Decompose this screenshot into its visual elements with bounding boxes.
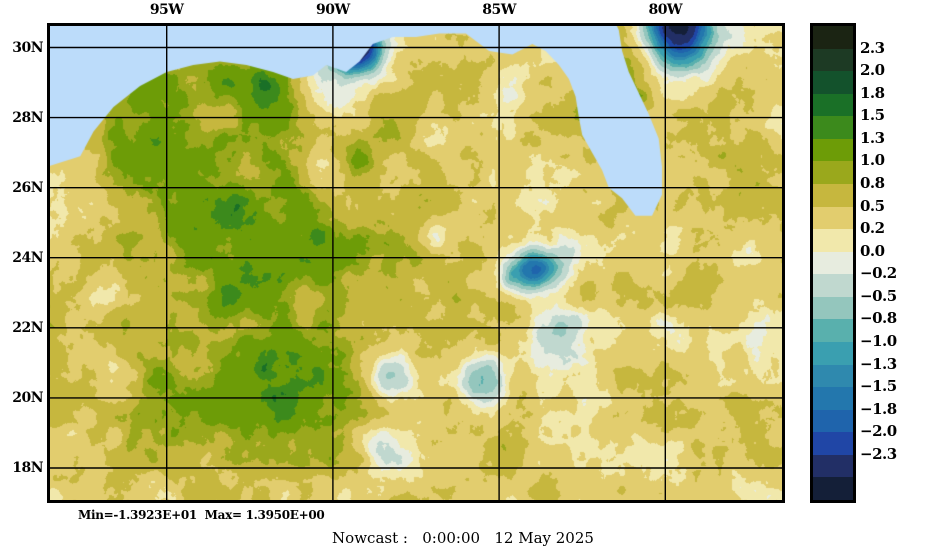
colorbar-tick-label: 1.0 [860, 151, 885, 170]
colorbar-band [813, 251, 853, 275]
latitude-tick-label: 24N [12, 249, 43, 266]
colorbar-tick-label: 0.0 [860, 241, 885, 260]
latitude-tick-label: 22N [12, 319, 43, 336]
longitude-tick-label: 95W [149, 2, 184, 18]
colorbar-tick-label: −0.8 [860, 309, 897, 328]
latitude-tick-label: 30N [12, 39, 43, 56]
colorbar-tick-label: −0.2 [860, 264, 897, 283]
colorbar-band [813, 319, 853, 343]
colorbar-frame [810, 23, 856, 503]
colorbar-tick-label: −0.5 [860, 286, 897, 305]
colorbar-tick-label: 2.3 [860, 38, 885, 57]
colorbar-band [813, 138, 853, 162]
contour-field-canvas [47, 23, 785, 503]
colorbar-band [813, 477, 853, 501]
colorbar-band [813, 432, 853, 456]
colorbar-tick-label: 0.5 [860, 196, 885, 215]
colorbar-band [813, 26, 853, 50]
colorbar-band [813, 342, 853, 366]
latitude-tick-label: 20N [12, 389, 43, 406]
colorbar-tick-label: 0.8 [860, 174, 885, 192]
longitude-tick-label: 85W [482, 2, 516, 18]
colorbar-tick-label: −1.3 [860, 354, 897, 373]
colorbar-tick-label: 0.2 [860, 219, 885, 238]
longitude-tick-label: 90W [316, 2, 350, 18]
colorbar-tick-label: 1.3 [860, 128, 885, 147]
colorbar-band [813, 364, 853, 388]
colorbar-band [813, 206, 853, 230]
colorbar-tick-label: −1.0 [860, 332, 897, 350]
colorbar-tick-label: −1.5 [860, 377, 897, 396]
plot-frame [47, 23, 785, 503]
colorbar-band [813, 116, 853, 140]
colorbar-tick-label: −2.0 [860, 422, 897, 441]
latitude-tick-label: 28N [12, 109, 43, 126]
colorbar-band [813, 409, 853, 433]
colorbar-band [813, 454, 853, 478]
colorbar-band [813, 93, 853, 117]
minmax-caption: Min=-1.3923E+01 Max= 1.3950E+00 [78, 508, 325, 522]
colorbar-band [813, 274, 853, 298]
graticule-grid [47, 23, 785, 503]
colorbar-band [813, 296, 853, 320]
colorbar-band [813, 71, 853, 95]
colorbar-band [813, 48, 853, 72]
colorbar-tick-label: 2.0 [860, 61, 885, 80]
colorbar-tick-label: 1.8 [860, 83, 885, 102]
latitude-tick-label: 26N [12, 179, 43, 196]
latitude-tick-label: 18N [12, 459, 43, 476]
colorbar-band [813, 387, 853, 411]
colorbar-tick-labels: 2.3 2.0 1.8 1.5 1.3 1.0 0.8 0.5 0.2 0.0 −0.2 −0.5 −0… [860, 23, 926, 503]
colorbar-band [813, 229, 853, 253]
colorbar-band [813, 184, 853, 208]
colorbar-tick-label: −1.8 [860, 399, 897, 418]
longitude-tick-label: 80W [648, 2, 683, 18]
colorbar-tick-label: −2.3 [860, 444, 897, 463]
colorbar[interactable] [810, 23, 856, 503]
colorbar-tick-label: 1.5 [860, 106, 885, 125]
colorbar-band [813, 161, 853, 185]
map-plot-area[interactable] [47, 23, 785, 503]
nowcast-caption: Nowcast : 0:00:00 12 May 2025 [332, 529, 594, 547]
